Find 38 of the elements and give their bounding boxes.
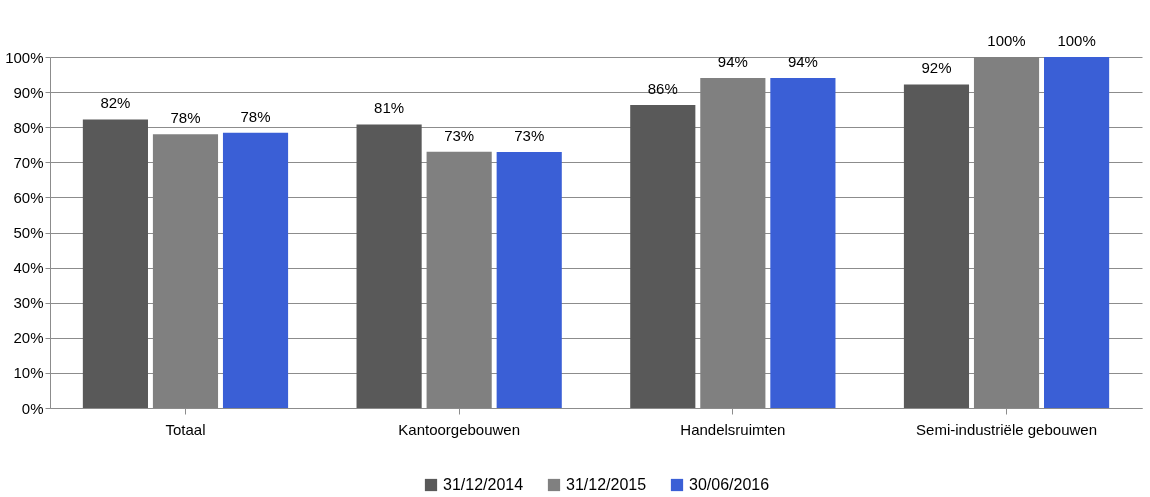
x-tick-label: Semi-industriële gebouwen: [916, 420, 1097, 438]
bar: [496, 152, 562, 408]
y-tick-label: 30%: [13, 294, 44, 312]
y-tick-label: 70%: [13, 153, 44, 171]
x-tick-label: Totaal: [165, 420, 206, 438]
y-tick-label: 0%: [21, 399, 44, 417]
bar: [630, 105, 696, 408]
y-tick-label: 100%: [5, 48, 44, 66]
x-tick-label: Kantoorgebouwen: [398, 420, 521, 438]
data-label: 73%: [514, 127, 545, 145]
bar: [770, 78, 836, 408]
y-tick-label: 20%: [13, 329, 44, 347]
bar: [903, 84, 970, 408]
y-tick-label: 60%: [13, 188, 44, 206]
data-label: 86%: [647, 80, 678, 98]
legend-label: 30/06/2016: [689, 476, 770, 493]
y-tick-label: 10%: [13, 364, 44, 382]
bar: [1044, 57, 1110, 408]
bar: [82, 119, 148, 408]
y-tick-label: 90%: [13, 83, 44, 101]
legend-label: 31/12/2015: [566, 476, 647, 493]
data-label: 82%: [100, 94, 131, 112]
x-tick-label: Handelsruimten: [680, 420, 786, 438]
data-label: 100%: [987, 32, 1026, 49]
bar: [222, 132, 289, 408]
data-label: 78%: [240, 107, 271, 125]
y-tick-label: 50%: [13, 224, 44, 241]
bar: [356, 124, 422, 408]
data-label: 92%: [921, 59, 952, 77]
data-label: 78%: [170, 109, 201, 127]
data-label: 73%: [444, 126, 475, 144]
data-label: 94%: [787, 53, 818, 71]
data-label: 81%: [374, 99, 405, 117]
y-tick-label: 40%: [13, 259, 44, 277]
data-label: 100%: [1057, 32, 1096, 49]
legend-label: 31/12/2014: [443, 476, 524, 493]
y-tick-label: 80%: [13, 118, 44, 136]
data-label: 94%: [717, 53, 748, 71]
